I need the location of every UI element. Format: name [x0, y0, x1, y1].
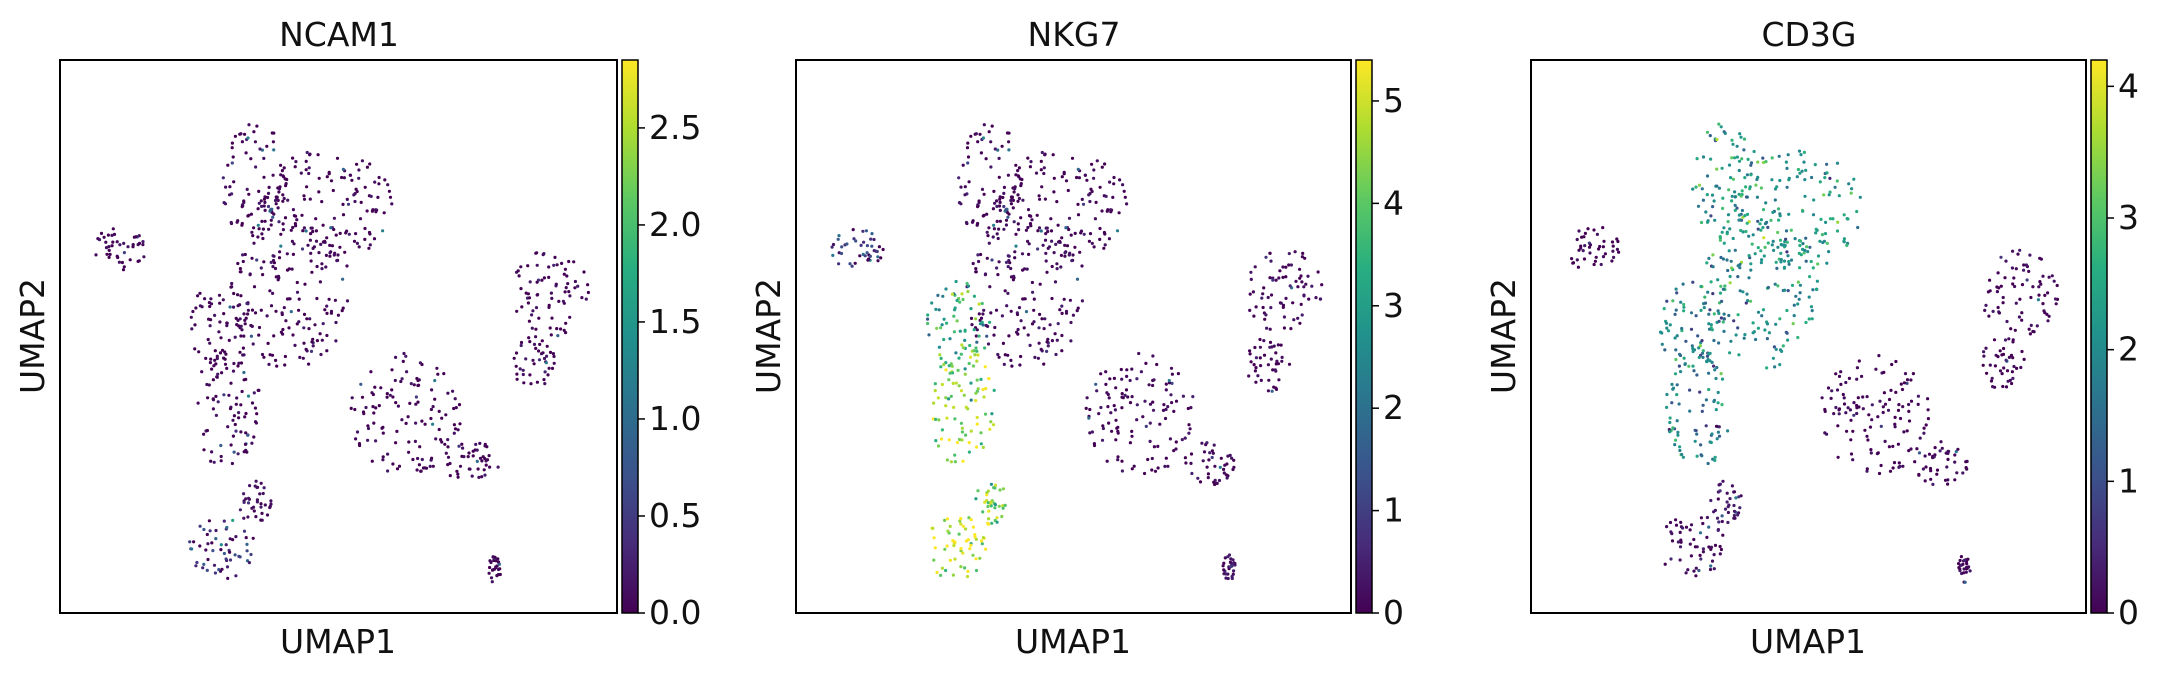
colorbar-tick-label: 2 [1383, 388, 1404, 427]
cluster-left-arm-upper [926, 279, 992, 368]
colorbar-tick-label: 3 [2118, 198, 2139, 237]
panel-cd3g: CD3G UMAP1 UMAP2 0 1 2 3 4 [1484, 15, 2139, 661]
colorbar-tick-label: 0 [1383, 593, 1404, 632]
cluster-tiny-bottom [487, 555, 502, 584]
cluster-middle-right [1820, 354, 1930, 476]
panel-title: NCAM1 [279, 15, 399, 54]
x-axis-label: UMAP1 [1015, 622, 1131, 661]
cluster-top-left-lobe [1691, 122, 1760, 241]
cluster-tiny-bottom [1221, 553, 1237, 581]
cluster-right-upper-blob [1248, 250, 1324, 331]
cluster-bottom-left-blob [188, 518, 255, 581]
cluster-small-far-left [830, 228, 885, 268]
colorbar-gradient [2090, 59, 2108, 614]
cluster-left-arm-lower [1665, 346, 1730, 466]
x-axis-label: UMAP1 [1750, 622, 1866, 661]
colorbar-tick-label: 4 [1383, 183, 1404, 222]
cluster-left-arm-lower [196, 348, 261, 466]
colorbar-tick-label: 1 [2118, 461, 2139, 500]
colorbar-tick-label: 0.5 [649, 496, 701, 535]
colorbar-tick-label: 1.5 [649, 302, 701, 341]
cluster-right-lower-blob [1981, 337, 2026, 389]
cluster-right-lower-blob [512, 335, 556, 386]
cluster-middle-right-tail [446, 441, 500, 479]
cluster-bottom-left-tail [238, 479, 273, 522]
plot-frame [59, 59, 618, 614]
cluster-left-arm-upper [189, 281, 255, 368]
cluster-bottom-left-blob [930, 516, 988, 579]
colorbar-tick-label: 0.0 [649, 593, 701, 632]
cluster-center-body [1699, 218, 1819, 370]
cluster-bottom-left-blob [1663, 515, 1725, 578]
cluster-top-right-lobe [995, 150, 1129, 269]
colorbar-tick-label: 4 [2118, 66, 2139, 105]
colorbar-tick-label: 2.0 [649, 205, 701, 244]
y-axis-label: UMAP2 [13, 278, 52, 394]
cluster-middle-right [1084, 351, 1195, 476]
colorbar-tick-label: 1 [1383, 491, 1404, 530]
cluster-bottom-left-tail [974, 482, 1007, 526]
colorbar-tick-label: 2.5 [649, 108, 701, 147]
scatter-area [830, 123, 1324, 581]
cluster-center-body [230, 214, 350, 368]
panel-title: CD3G [1761, 15, 1856, 54]
scatter-area [1570, 122, 2060, 584]
plot-frame [1530, 59, 2087, 614]
cluster-left-arm-lower [931, 346, 996, 464]
panel-nkg7: NKG7 UMAP1 UMAP2 0 1 2 3 4 5 [749, 15, 1404, 661]
cluster-small-far-left [1570, 226, 1621, 269]
scatter-area [94, 123, 591, 584]
cluster-middle-right-tail [1183, 441, 1236, 487]
cluster-left-arm-upper [1658, 280, 1726, 368]
cluster-tiny-bottom [1957, 555, 1972, 584]
plot-frame [795, 59, 1352, 614]
colorbar-tick-label: 3 [1383, 286, 1404, 325]
colorbar: 0 1 2 3 4 [2090, 59, 2139, 632]
y-axis-label: UMAP2 [749, 278, 788, 394]
cluster-top-left-lobe [221, 123, 289, 241]
cluster-top-right-lobe [1730, 149, 1862, 270]
cluster-right-upper-blob [1983, 248, 2060, 336]
colorbar: 0.0 0.5 1.0 1.5 2.0 2.5 [621, 59, 701, 632]
cluster-top-left-lobe [957, 123, 1024, 241]
colorbar-tick-label: 2 [2118, 330, 2139, 369]
cluster-small-far-left [94, 227, 146, 272]
colorbar-gradient [621, 59, 639, 614]
colorbar-tick-label: 5 [1383, 81, 1404, 120]
x-axis-label: UMAP1 [280, 622, 396, 661]
colorbar: 0 1 2 3 4 5 [1355, 59, 1404, 632]
colorbar-gradient [1355, 59, 1373, 614]
cluster-middle-right [349, 351, 462, 473]
panel-ncam1: NCAM1 UMAP1 UMAP2 0.0 0.5 1.0 1.5 2.0 2.5 [13, 15, 701, 661]
colorbar-tick-label: 1.0 [649, 399, 701, 438]
colorbar-tick-label: 0 [2118, 593, 2139, 632]
cluster-center-body [965, 214, 1084, 368]
y-axis-label: UMAP2 [1484, 278, 1523, 394]
panel-title: NKG7 [1028, 15, 1121, 54]
cluster-top-right-lobe [259, 150, 394, 269]
cluster-middle-right-tail [1913, 440, 1969, 486]
cluster-right-upper-blob [514, 251, 591, 338]
cluster-right-lower-blob [1247, 337, 1292, 393]
cluster-bottom-left-tail [1709, 479, 1743, 525]
